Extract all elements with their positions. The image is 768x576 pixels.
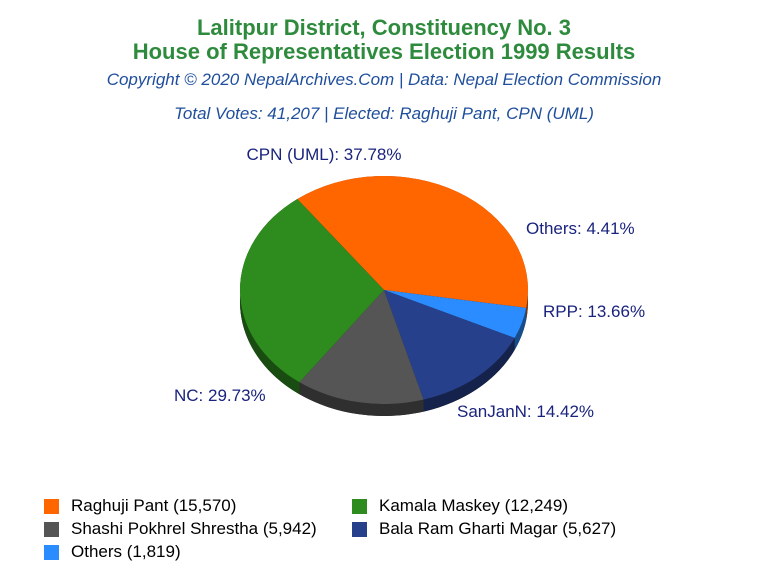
legend-item-shashi-pokhrel-shrestha: Shashi Pokhrel Shrestha (5,942) — [44, 519, 352, 539]
copyright-note: Copyright © 2020 NepalArchives.Com | Dat… — [106, 70, 662, 89]
pie-slice-rpp — [384, 290, 515, 400]
legend-label: Bala Ram Gharti Magar (5,627) — [379, 519, 617, 538]
legend-swatch — [44, 544, 59, 560]
pie-slices — [239, 175, 529, 405]
legend-swatch — [352, 521, 367, 537]
legend-item-bala-ram-gharti-magar: Bala Ram Gharti Magar (5,627) — [352, 519, 712, 539]
legend-item-others: Others (1,819) — [44, 542, 352, 562]
legend-label: Kamala Maskey (12,249) — [379, 496, 568, 515]
legend-item-kamala-maskey: Kamala Maskey (12,249) — [352, 496, 712, 516]
legend-swatch — [44, 521, 59, 537]
pie-side-sanjann — [299, 382, 424, 416]
pie-labels: CPN (UML): 37.78% Others: 4.41% RPP: 13.66… — [174, 145, 645, 421]
pie-slice-nc — [239, 198, 384, 383]
slice-label-others: Others: 4.41% — [526, 219, 635, 238]
chart-title-line-2: House of Representatives Election 1999 R… — [132, 39, 636, 64]
chart-title-line-1: Lalitpur District, Constituency No. 3 — [196, 15, 572, 40]
pie-slice-sanjann — [299, 290, 424, 405]
legend: Raghuji Pant (15,570) Kamala Maskey (12,… — [44, 496, 744, 562]
slice-label-cpn-uml: CPN (UML): 37.78% — [247, 145, 402, 164]
legend-item-raghuji-pant: Raghuji Pant (15,570) — [44, 496, 352, 516]
total-votes-summary: Total Votes: 41,207 | Elected: Raghuji P… — [174, 104, 594, 123]
legend-label: Shashi Pokhrel Shrestha (5,942) — [71, 519, 317, 538]
legend-swatch — [352, 498, 367, 514]
pie-side-others — [514, 307, 527, 350]
pie-slice-others — [384, 290, 527, 338]
legend-swatch — [44, 498, 59, 514]
slice-label-sanjann: SanJanN: 14.42% — [457, 402, 594, 421]
legend-label: Raghuji Pant (15,570) — [71, 496, 237, 515]
slice-label-nc: NC: 29.73% — [174, 386, 266, 405]
legend-label: Others (1,819) — [71, 542, 181, 561]
pie-slice-cpn-uml — [297, 175, 529, 308]
pie-side-rpp — [423, 337, 515, 412]
slice-label-rpp: RPP: 13.66% — [543, 302, 645, 321]
